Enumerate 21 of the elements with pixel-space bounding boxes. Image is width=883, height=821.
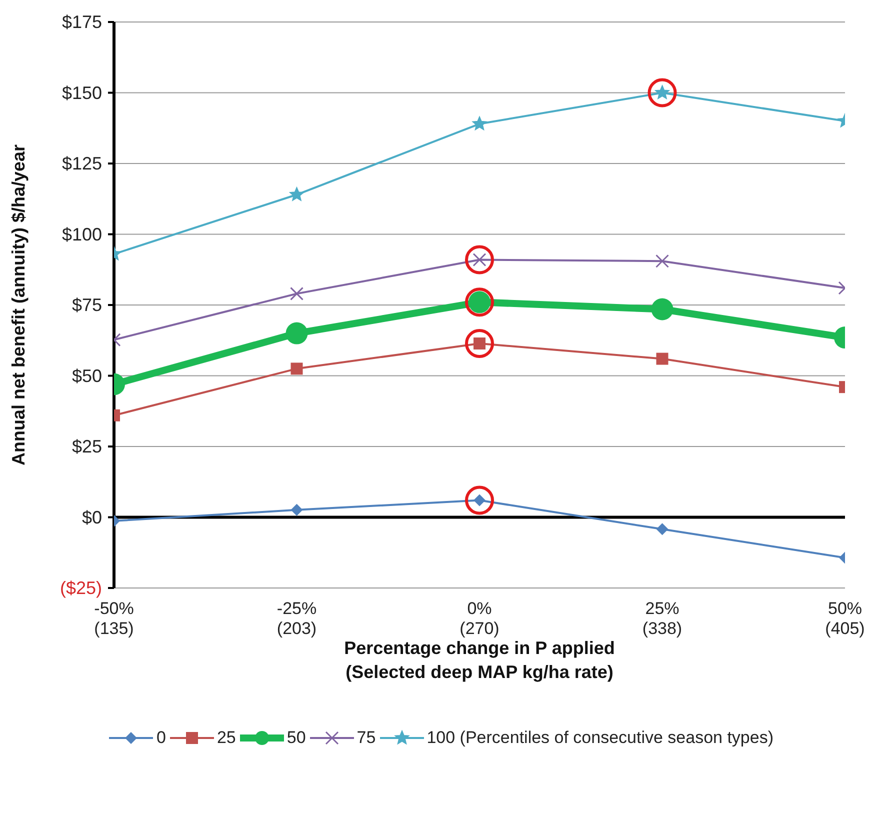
x-tick-label: -25% (203) — [276, 599, 317, 638]
y-tick-label: $75 — [72, 295, 102, 315]
x-tick-label: 25% (338) — [642, 599, 682, 638]
y-tick-label: $0 — [82, 507, 102, 528]
y-axis-title: Annual net benefit (annuity) $/ha/year — [8, 144, 28, 466]
y-tick-label: $125 — [62, 154, 102, 174]
y-tick-label: $25 — [72, 436, 102, 456]
y-tick-label: $100 — [62, 224, 102, 244]
x-tick-label: 50% (405) — [825, 599, 865, 638]
y-tick-label: $175 — [62, 12, 102, 32]
legend-label: 50 — [286, 728, 306, 748]
legend-label: 25 — [216, 728, 236, 748]
y-tick-label: ($25) — [60, 578, 102, 598]
y-tick-label: $150 — [62, 82, 102, 103]
legend-label: 75 — [356, 728, 376, 748]
legend-label: 100 (Percentiles of consecutive season types) — [426, 728, 774, 748]
x-tick-label: 0% (270) — [460, 599, 500, 638]
x-tick-label: -50% (135) — [94, 599, 134, 638]
y-tick-label: $50 — [72, 366, 102, 386]
x-axis-title: Percentage change in P applied (Selected deep MAP kg/ha rate) — [344, 638, 615, 682]
legend-label: 0 — [156, 728, 166, 748]
